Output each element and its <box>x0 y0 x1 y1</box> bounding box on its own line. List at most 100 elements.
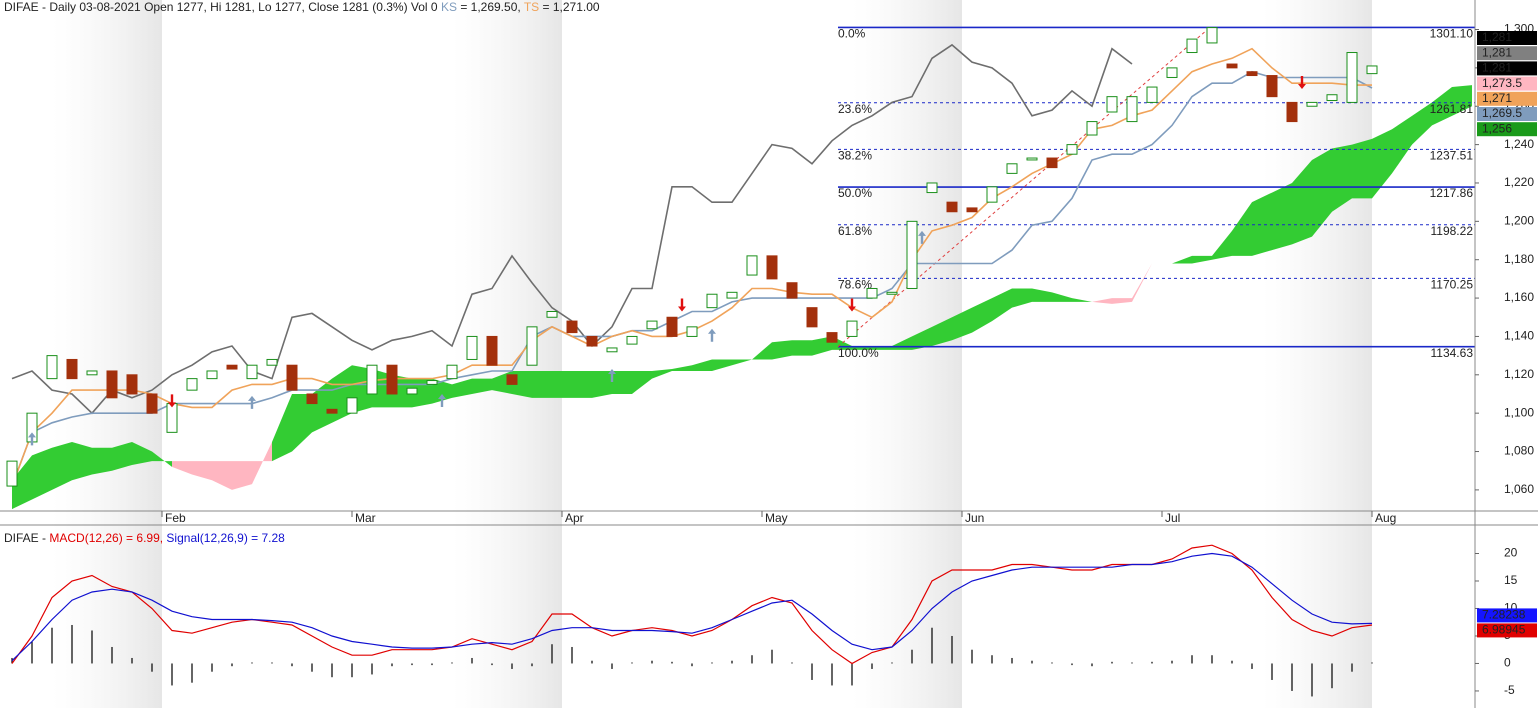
cloud-segment <box>232 461 252 490</box>
candle <box>1326 94 1338 101</box>
y-tick-label: 20 <box>1504 546 1518 560</box>
cloud-segment <box>932 317 952 347</box>
cloud-segment <box>752 342 772 360</box>
candle <box>1306 101 1318 107</box>
candle <box>686 326 698 337</box>
candle <box>966 207 978 213</box>
price-tag <box>1477 76 1537 91</box>
price-tag-label: 1,281 <box>1482 30 1512 44</box>
indicator-line <box>11 70 1373 487</box>
fib-value-label: 1170.25 <box>1431 278 1474 292</box>
fib-percent-label: 78.6% <box>838 278 872 292</box>
candle <box>826 332 838 343</box>
candle <box>546 310 558 318</box>
candle <box>626 335 638 345</box>
cloud-segment <box>112 441 132 471</box>
candle <box>1346 52 1358 103</box>
legend-value: = 1,269.50, <box>460 0 520 14</box>
cloud-segment <box>952 307 972 341</box>
indicator-line <box>11 47 1372 487</box>
cloud-segment <box>412 378 432 408</box>
fib-percent-label: 61.8% <box>838 224 872 238</box>
cloud-segment <box>312 378 332 433</box>
candle <box>46 355 58 380</box>
candle <box>1286 101 1298 123</box>
fib-anchor <box>837 27 1211 348</box>
candle <box>486 335 498 366</box>
price-tag-label: 1,281 <box>1482 45 1512 59</box>
candle <box>726 291 738 299</box>
x-tick-label: Apr <box>565 511 584 525</box>
candle <box>946 201 958 213</box>
cloud-segment <box>732 359 752 366</box>
price-tag-label: 1,273.5 <box>1482 76 1522 90</box>
cloud-segment <box>772 340 792 360</box>
macd-line <box>11 552 1373 662</box>
x-tick-label: Aug <box>1375 511 1396 525</box>
sell-arrow <box>1298 75 1306 89</box>
candle <box>1086 121 1098 136</box>
cloud-segment <box>32 447 52 500</box>
y-tick-label: 1,120 <box>1504 367 1534 381</box>
candle <box>326 408 338 414</box>
fib-percent-label: 23.6% <box>838 102 872 116</box>
y-tick-label: 1,080 <box>1504 444 1534 458</box>
header-title: DIFAE - <box>4 531 46 545</box>
candle <box>646 320 658 330</box>
candle <box>286 364 298 391</box>
fib-value-label: 1261.81 <box>1430 102 1474 116</box>
y-tick-label: 1,180 <box>1504 252 1534 266</box>
candle <box>1066 144 1078 155</box>
cloud-segment <box>1332 144 1352 212</box>
y-tick-label: 1,140 <box>1504 329 1534 343</box>
y-tick-label: 1,240 <box>1504 137 1534 151</box>
price-tag-label: 1,269.5 <box>1482 106 1522 120</box>
price-tag <box>1477 91 1537 106</box>
price-tag <box>1477 608 1537 623</box>
candle <box>526 326 538 366</box>
candle <box>466 335 478 360</box>
cloud-segment <box>1352 138 1372 199</box>
candle <box>566 320 578 334</box>
x-tick-label: Jul <box>1165 511 1180 525</box>
candle <box>146 393 158 414</box>
price-tag-label: 7.28238 <box>1482 608 1526 622</box>
candle <box>1166 67 1178 78</box>
x-tick-label: Feb <box>165 511 186 525</box>
y-tick-label: 1,160 <box>1504 290 1534 304</box>
candle <box>1226 63 1238 69</box>
price-tag-label: 1,256 <box>1482 121 1512 135</box>
candle <box>306 393 318 405</box>
price-tag-label: 1,281 <box>1482 61 1512 75</box>
candle <box>1106 96 1118 113</box>
candle <box>1146 86 1158 103</box>
candle <box>1186 38 1198 54</box>
cloud-segment <box>652 369 672 379</box>
plot-layer: 0.0% 1301.10 23.6% 1261.81 38.2% 1237.51 50.0%… <box>6 27 1475 697</box>
candle <box>1206 27 1218 44</box>
cloud-segment <box>452 378 472 398</box>
candle <box>886 291 898 295</box>
y-tick-label: 1,220 <box>1504 175 1534 189</box>
cloud-segment <box>1292 159 1312 245</box>
price-tag <box>1477 31 1537 45</box>
cloud-segment <box>632 370 652 394</box>
candle <box>1246 71 1258 77</box>
cloud-segment <box>692 359 712 371</box>
cloud-segment <box>672 365 692 371</box>
fib-value-label: 1217.86 <box>1430 186 1474 200</box>
cloud-segment <box>1432 87 1452 126</box>
cloud-segment <box>1212 230 1232 260</box>
x-tick-label: May <box>765 511 788 525</box>
candle <box>866 287 878 299</box>
cloud-segment <box>72 441 92 481</box>
candle <box>906 220 918 289</box>
candle <box>766 255 778 280</box>
cloud-segment <box>592 370 612 398</box>
cloud-segment <box>212 461 232 490</box>
buy-arrow <box>28 432 36 446</box>
sell-arrow <box>168 394 176 408</box>
cloud-segment <box>612 370 632 394</box>
candle <box>446 364 458 380</box>
price-tag <box>1477 122 1537 137</box>
